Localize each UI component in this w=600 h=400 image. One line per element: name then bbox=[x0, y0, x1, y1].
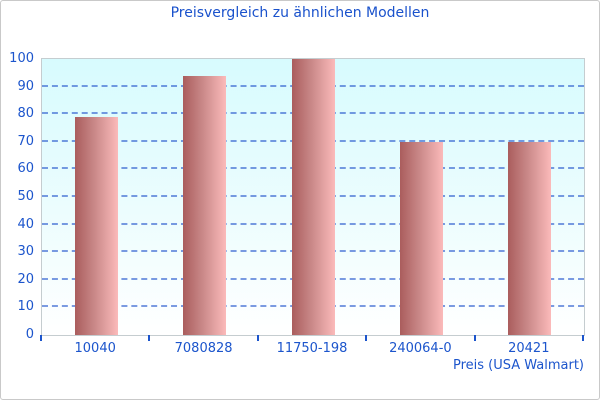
plot-area bbox=[41, 58, 585, 336]
bar bbox=[508, 141, 552, 335]
y-tick-label: 40 bbox=[17, 216, 34, 232]
x-axis-tick bbox=[473, 335, 476, 341]
x-axis-tick bbox=[40, 335, 42, 341]
x-tick-label: 10040 bbox=[74, 341, 116, 356]
x-axis-tick bbox=[582, 335, 584, 341]
bar bbox=[291, 59, 335, 335]
x-axis-title: Preis (USA Walmart) bbox=[452, 358, 584, 373]
y-tick-label: 80 bbox=[17, 106, 34, 122]
x-tick-label: 240064-0 bbox=[389, 341, 452, 356]
y-tick-label: 0 bbox=[25, 327, 34, 342]
bar bbox=[183, 75, 227, 335]
y-tick-label: 20 bbox=[17, 271, 34, 287]
x-tick-label: 20421 bbox=[508, 341, 550, 356]
bar bbox=[74, 116, 118, 335]
x-axis-tick bbox=[365, 335, 368, 341]
chart-title: Preisvergleich zu ähnlichen Modellen bbox=[170, 5, 430, 21]
x-axis-tick bbox=[256, 335, 259, 341]
y-tick-label: 70 bbox=[17, 133, 34, 149]
y-tick-label: 100 bbox=[9, 51, 34, 66]
y-tick-label: 10 bbox=[17, 299, 34, 315]
bar bbox=[399, 141, 443, 335]
x-tick-label: 11750-198 bbox=[276, 341, 348, 356]
y-tick-label: 50 bbox=[17, 189, 34, 204]
x-tick-label: 7080828 bbox=[174, 341, 233, 356]
y-tick-label: 60 bbox=[17, 161, 34, 177]
x-axis-tick bbox=[148, 335, 151, 341]
y-tick-label: 90 bbox=[17, 78, 34, 94]
y-tick-label: 30 bbox=[17, 244, 34, 260]
